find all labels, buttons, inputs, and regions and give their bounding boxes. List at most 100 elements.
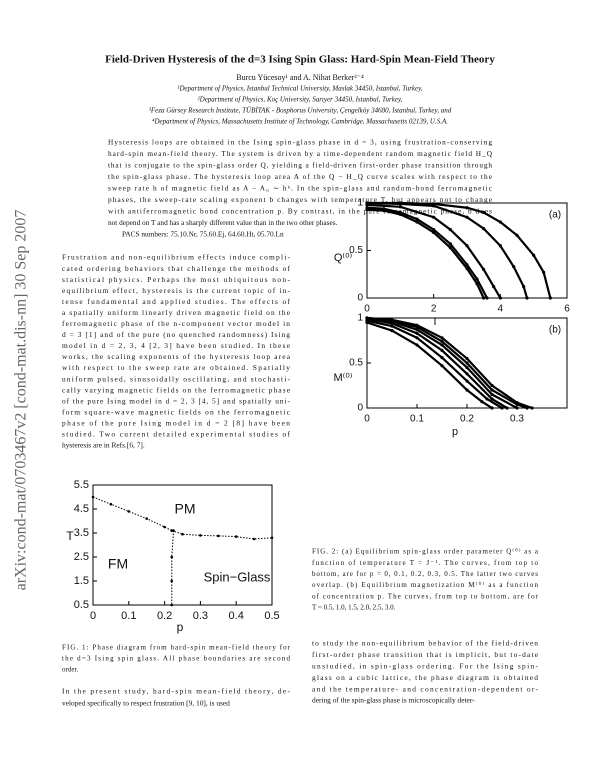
curve-point (398, 212, 402, 216)
curve-point (505, 406, 509, 410)
body-line: first-order phase transition that is imp… (312, 650, 539, 659)
y-tick-label: 1.5 (74, 575, 89, 587)
curve-point (548, 296, 552, 300)
x-tick-label: 4 (498, 304, 504, 315)
curve-point (498, 244, 502, 248)
x-tick-label: 0 (90, 610, 96, 622)
x-tick-label: 0.2 (157, 610, 172, 622)
curve-point (465, 379, 469, 383)
curve-point (440, 336, 444, 340)
curve (366, 206, 488, 299)
y-tick-label: 5.5 (74, 479, 89, 491)
abstract-line: phases, the sweep-rate scaling exponent … (108, 195, 492, 204)
curve-point (525, 406, 529, 410)
curve (366, 203, 502, 299)
annotation: FM (108, 556, 128, 572)
x-axis-label: T (432, 316, 439, 328)
body-line: with respect to the sweep rate are obtai… (62, 363, 290, 372)
y-tick-label: 2.5 (74, 551, 89, 563)
curve-point (109, 502, 113, 506)
x-tick-label: 0 (364, 414, 370, 425)
body-line: uniform pulsed, sinusoidally oscillating… (62, 374, 291, 383)
curve-point (170, 529, 174, 532)
curve-point (522, 285, 526, 289)
affiliation: ⁴Department of Physics, Massachusetts In… (152, 118, 448, 126)
curve-point (482, 227, 486, 231)
curve-point (270, 536, 274, 540)
curve-point (382, 209, 386, 213)
annotation: PM (175, 501, 196, 517)
annotation: (a) (549, 210, 561, 221)
affiliation: ¹Department of Physics, Istanbul Technic… (177, 85, 423, 93)
curve-point (465, 372, 469, 376)
curve-point (170, 603, 174, 607)
abstract-line: not depend on T and has a sharply differ… (108, 218, 338, 227)
y-tick-label: 0.5 (74, 599, 89, 611)
curve-point (163, 525, 166, 529)
body-line: cally varying magnetic fields on the fer… (62, 385, 291, 394)
caption-line: of concentration p. The curves, from top… (312, 592, 539, 600)
curve (171, 530, 273, 540)
caption-line: order. (62, 666, 78, 674)
body-line: In the present study, hard-spin mean-fie… (62, 687, 291, 696)
curve-point (390, 329, 394, 333)
plot-frame (92, 484, 273, 606)
abstract-line: that is conjugate to the spin-glass orde… (108, 161, 492, 170)
x-axis-label: p (452, 426, 458, 438)
curve-point (532, 253, 536, 257)
curve-point (448, 246, 452, 250)
body-line: ferromagnetic phase of the n-component v… (62, 319, 290, 328)
curve-point (490, 392, 494, 397)
curve-point (480, 400, 484, 404)
curve-point (465, 263, 469, 267)
curve-point (465, 215, 469, 219)
curve-point (199, 534, 202, 537)
arxiv-stamp: arXiv:cond-mat/0703467v2 [cond-mat.dis-n… (13, 210, 30, 591)
curve-point (415, 343, 419, 347)
curve (367, 201, 552, 299)
x-tick-label: 0.4 (229, 610, 244, 622)
curve-point (465, 388, 469, 392)
caption-line: FIG. 2: (a) Equilibrium spin-glass order… (312, 548, 539, 556)
x-tick-label: 2 (431, 304, 437, 315)
caption-line: function of temperature T = J⁻¹. The cur… (312, 559, 539, 567)
caption-line: overlap. (b) Equilibrium magnetization M… (312, 581, 539, 589)
body-line: veloped specifically to respect frustrat… (62, 699, 230, 708)
x-tick-label: 0 (364, 304, 370, 315)
body-line: tense fundamental and applied studies. T… (62, 297, 291, 306)
curve-point (145, 517, 148, 520)
curve-point (415, 331, 419, 335)
curve-point (127, 510, 131, 513)
body-line: equilibrium effect, hysteresis is the cu… (62, 286, 291, 295)
curve-point (181, 532, 184, 536)
curve-point (448, 242, 452, 246)
curve-point (465, 356, 469, 361)
x-tick-label: 0.3 (193, 610, 208, 622)
curve-point (415, 217, 419, 221)
affiliation: ²Department of Physics, Koç University, … (198, 96, 403, 104)
body-line: and the temperature- and concentration-d… (312, 684, 539, 693)
curve-point (448, 228, 452, 232)
curve-point (475, 277, 479, 281)
curve-point (465, 266, 469, 271)
body-line: Frustration and non-equilibrium effects … (62, 253, 291, 262)
caption-line: the d=3 Ising spin glass. All phase boun… (62, 655, 291, 663)
pacs: PACS numbers: 75.10.Nr, 75.60.Ej, 64.60.… (122, 230, 284, 239)
body-line: model in d = 2, 3, 4 [2, 3] have been st… (62, 341, 291, 350)
body-line: hysteresis are in Refs.[6, 7]. (62, 441, 145, 450)
abstract-line: hard-spin mean-field theory. The system … (108, 149, 493, 158)
abstract-line: sweep rate h of magnetic field as A − A₀… (108, 184, 493, 193)
caption-line: bottom, are for p = 0, 0.1, 0.2, 0.3, 0.… (312, 570, 538, 578)
x-tick-label: 0.1 (121, 610, 136, 622)
curve-point (512, 265, 516, 269)
curve-point (398, 202, 402, 206)
y-tick-label: 1 (357, 198, 363, 209)
curve-point (172, 529, 175, 532)
curve-point (398, 205, 402, 209)
y-tick-label: 0 (357, 293, 363, 304)
x-tick-label: 0.5 (264, 610, 279, 622)
y-tick-label: 0.5 (349, 245, 363, 256)
curve-point (500, 406, 504, 410)
curve-point (490, 406, 494, 410)
